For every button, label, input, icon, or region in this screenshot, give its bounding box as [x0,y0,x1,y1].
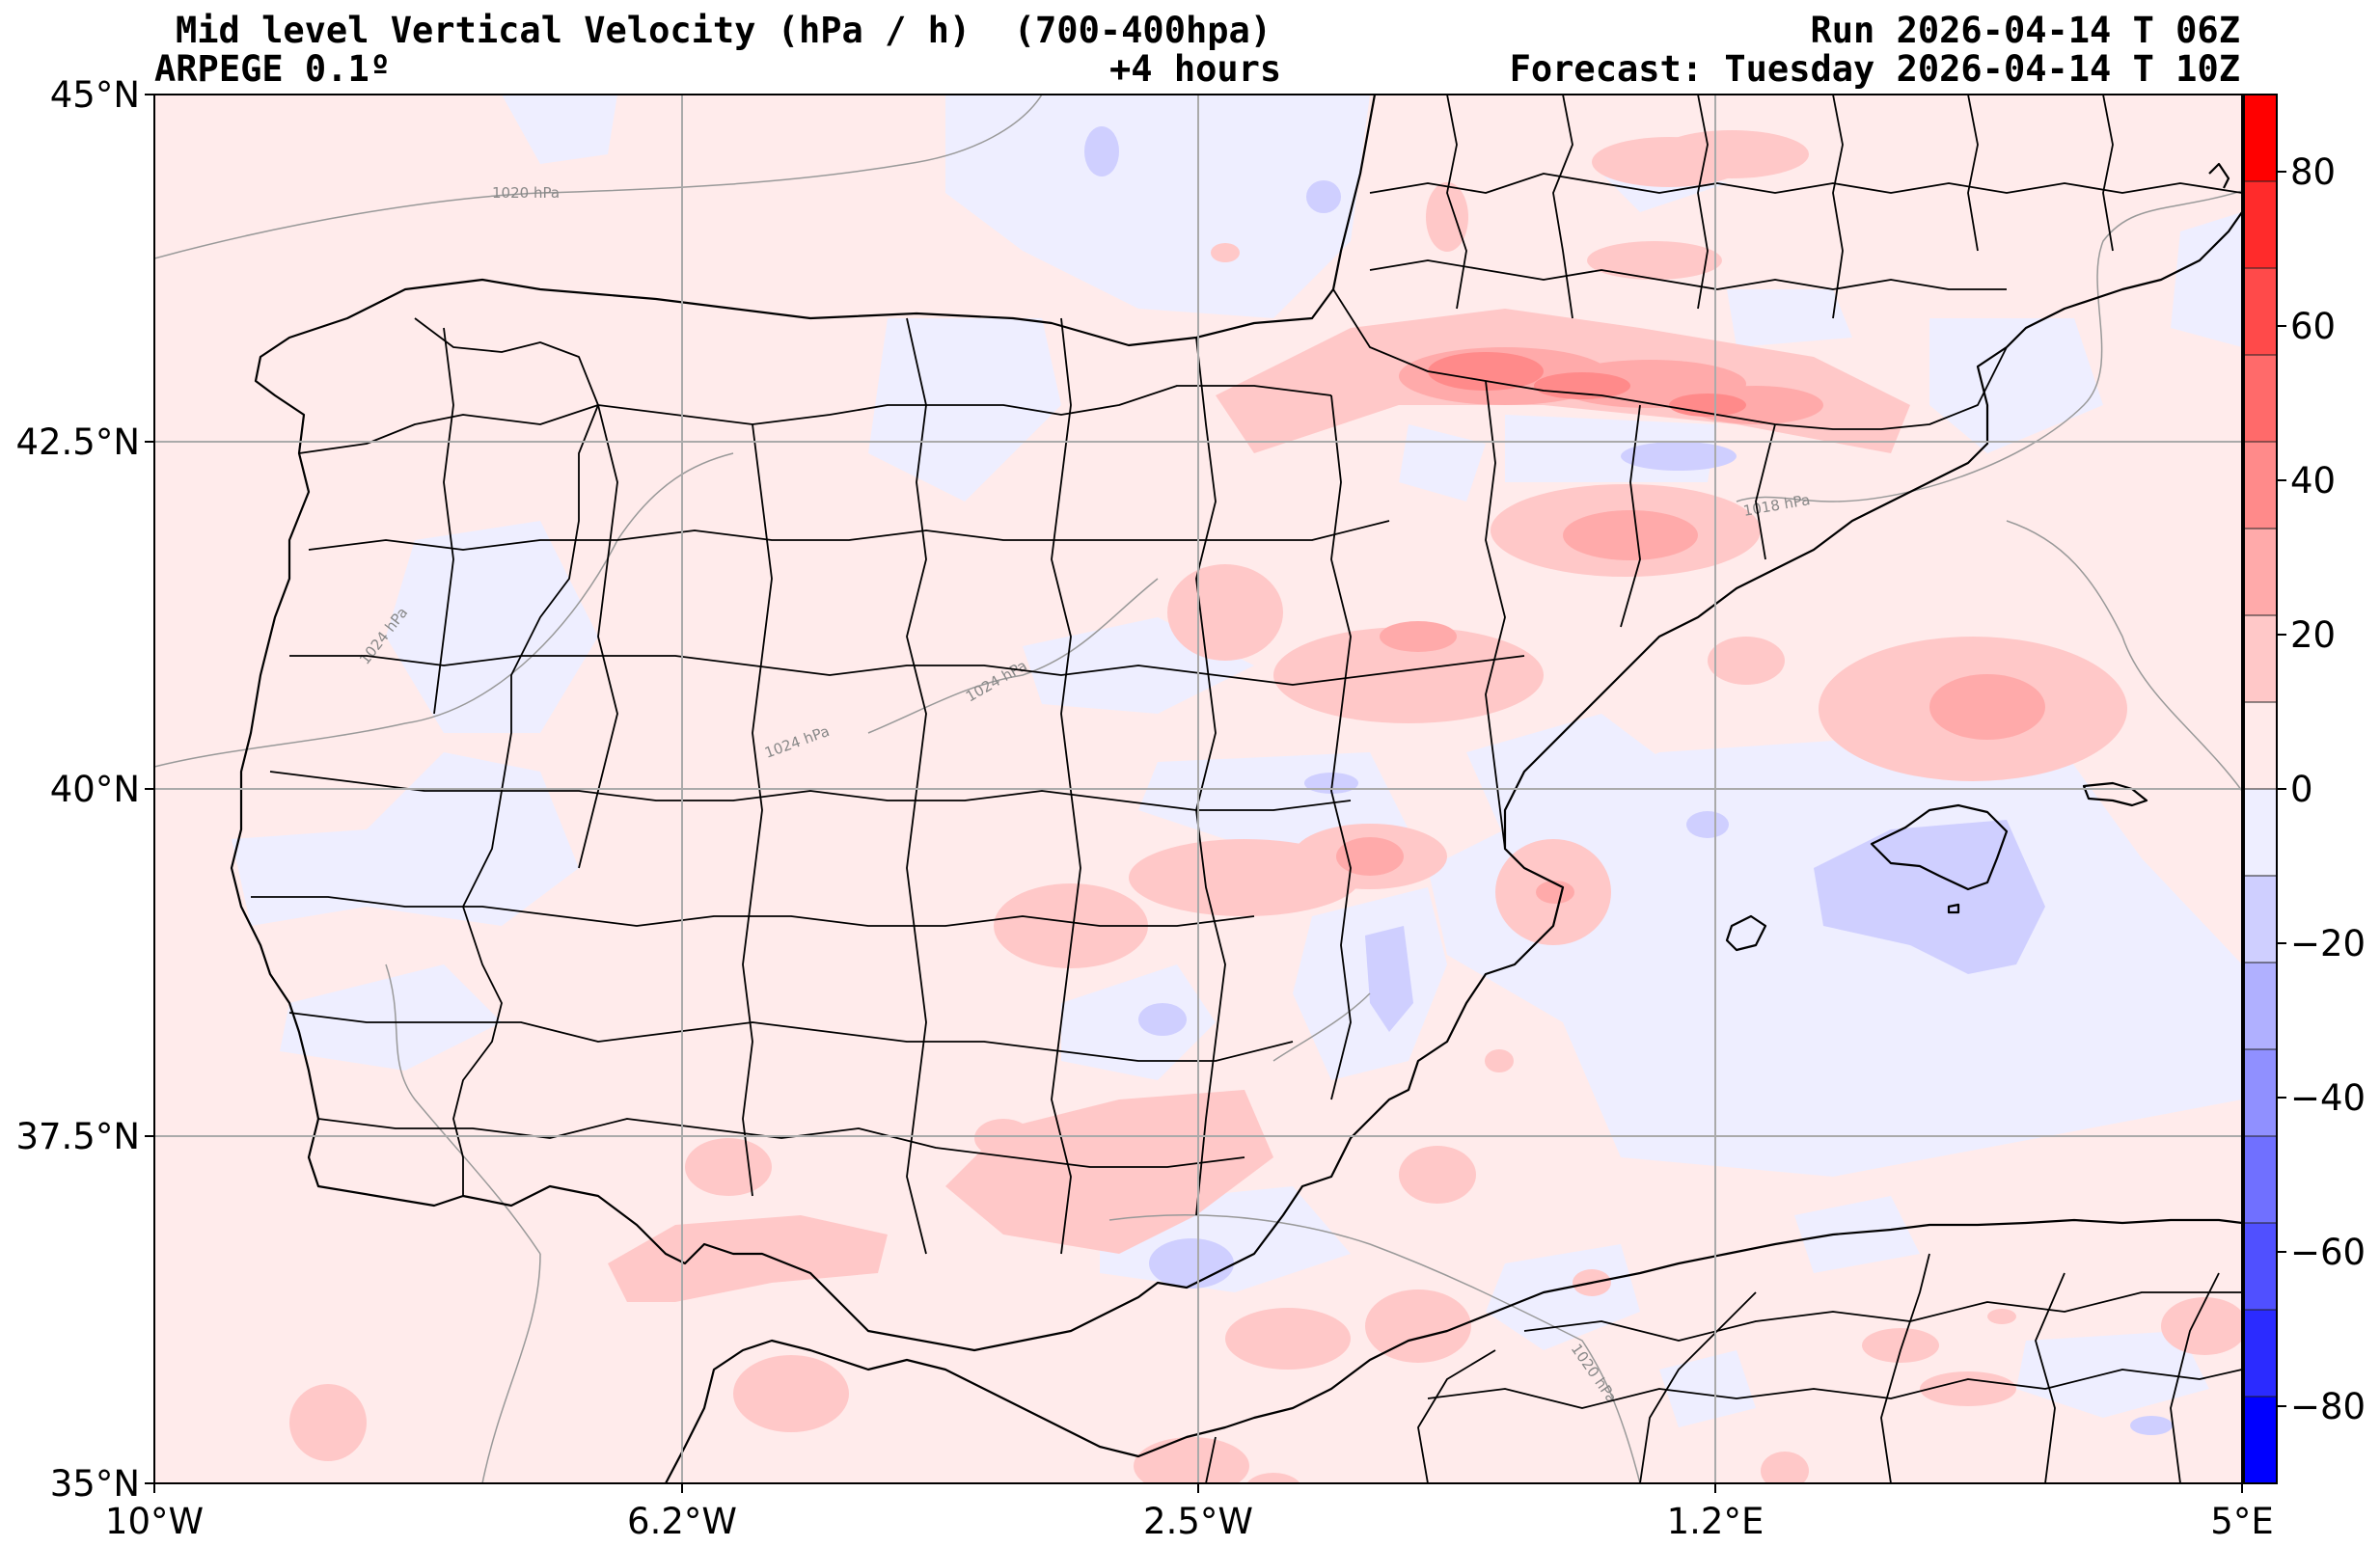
lon-label-5e: 5°E [2210,1501,2273,1542]
lat-label-40n: 40°N [50,769,140,810]
colorbar: 80 60 40 20 0 −20 −40 −60 −80 [2243,94,2366,1484]
colorbar-segment [2244,1223,2277,1311]
mallorca-coast [1870,803,2009,891]
colorbar-tick-label: 80 [2290,151,2336,193]
colorbar-tick-label: −40 [2290,1077,2366,1119]
lon-label-2-5w: 2.5°W [1143,1501,1253,1542]
colorbar-tick-label: 40 [2290,460,2336,502]
colorbar-segment [2244,529,2277,616]
colorbar-segment [2244,1397,2277,1484]
colorbar-segment [2244,442,2277,529]
colorbar-segment [2244,789,2277,877]
colorbar-segment [2244,268,2277,356]
colorbar-tick-label: 60 [2290,306,2336,347]
lat-label-42-5n: 42.5°N [15,421,140,463]
model-label: ARPEGE 0.1º [154,48,392,90]
colorbar-tick-label: 20 [2290,614,2336,656]
negative-velocity-areas [232,95,2242,1435]
menorca-coast [2082,781,2148,807]
colorbar-segment [2244,876,2277,963]
lon-label-1-2e: 1.2°E [1667,1501,1764,1542]
gridlines [154,95,2242,1483]
colorbar-segment [2244,355,2277,443]
colorbar-segment [2244,1136,2277,1224]
colorbar-tick-label: −80 [2290,1386,2366,1427]
isobar-label-1: 1020 hPa [492,184,560,202]
colorbar-segment [2244,702,2277,790]
ibiza-coast [1725,914,1767,952]
run-label: Run 2026-04-14 T 06Z [1810,10,2240,51]
colorbar-segment [2244,181,2277,269]
lat-label-37-5n: 37.5°N [15,1116,140,1157]
forecast-label: Forecast: Tuesday 2026-04-14 T 10Z [1509,48,2240,90]
lead-time-label: +4 hours [1109,48,1282,90]
isobar-lines [154,95,2242,1483]
axis-ticks [145,94,2243,1493]
colorbar-segment [2244,1310,2277,1398]
coastlines [230,95,2242,1483]
lon-label-10w: 10°W [105,1501,204,1542]
province-borders [251,95,2242,1483]
lat-label-35n: 35°N [50,1463,140,1505]
colorbar-segment [2244,1049,2277,1137]
lat-label-45n: 45°N [50,74,140,116]
colorbar-tick-label: −20 [2290,923,2366,964]
chart-title: Mid level Vertical Velocity (hPa / h) (7… [176,10,1272,51]
colorbar-segment [2244,615,2277,703]
colorbar-tick-label: −60 [2290,1232,2366,1273]
colorbar-segment [2244,963,2277,1050]
lon-label-6-2w: 6.2°W [627,1501,737,1542]
colorbar-tick-label: 0 [2290,769,2313,810]
colorbar-segment [2244,95,2277,182]
